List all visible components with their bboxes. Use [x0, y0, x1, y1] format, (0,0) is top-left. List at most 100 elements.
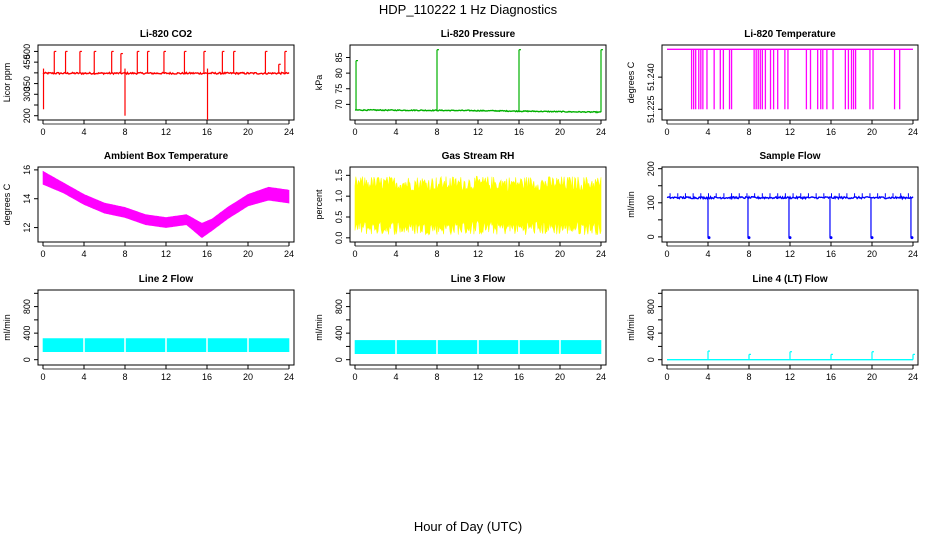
x-tick-label: 0 [664, 372, 669, 382]
data-series [666, 195, 914, 201]
x-tick-label: 12 [161, 249, 171, 259]
y-tick-label: 51.225 [646, 96, 656, 124]
x-tick-label: 20 [867, 372, 877, 382]
panel-8: Line 3 Flow ml/min 0 4 8 12 16 20 24 0 400 800 [314, 274, 607, 382]
x-tick-label: 12 [785, 372, 795, 382]
y-tick-label: 0 [22, 357, 32, 362]
x-tick-label: 0 [664, 249, 669, 259]
data-dip-point [870, 236, 874, 240]
x-tick-label: 12 [161, 127, 171, 137]
y-tick-label: 800 [646, 299, 656, 314]
x-tick-label: 20 [555, 127, 565, 137]
x-tick-label: 4 [393, 249, 398, 259]
data-band [42, 170, 290, 238]
plot-frame [37, 289, 295, 366]
y-axis-label: ml/min [2, 314, 12, 341]
panel-title: Line 4 (LT) Flow [752, 274, 828, 285]
panel-2: Li-820 Pressure kPa 0 4 8 12 16 20 24 70 75 80 85 [314, 29, 607, 137]
panel-title: Li-820 Temperature [744, 29, 836, 40]
y-axis-label: ml/min [314, 314, 324, 341]
plot-frame [349, 44, 607, 121]
x-tick-label: 4 [705, 249, 710, 259]
x-tick-label: 16 [202, 372, 212, 382]
x-tick-label: 24 [284, 249, 294, 259]
x-tick-label: 4 [81, 372, 86, 382]
panel-3: Li-820 Temperature degrees C 0 4 8 12 16 20 24 51… [626, 29, 919, 137]
x-tick-label: 8 [746, 249, 751, 259]
panel-title: Gas Stream RH [442, 151, 515, 162]
x-tick-label: 20 [243, 372, 253, 382]
y-tick-label: 1.5 [334, 169, 344, 182]
x-tick-label: 8 [122, 372, 127, 382]
x-tick-label: 8 [122, 127, 127, 137]
x-tick-label: 20 [555, 372, 565, 382]
y-tick-label: 100 [646, 195, 656, 210]
y-tick-label: 51.240 [646, 63, 656, 91]
y-axis-label: ml/min [626, 314, 636, 341]
x-tick-label: 8 [122, 249, 127, 259]
panel-title: Li-820 Pressure [441, 29, 516, 40]
x-tick-label: 16 [202, 249, 212, 259]
data-dip-point [747, 236, 751, 240]
x-tick-label: 24 [596, 127, 606, 137]
y-axis-label: kPa [314, 75, 324, 91]
x-tick-label: 16 [514, 372, 524, 382]
x-tick-label: 24 [596, 372, 606, 382]
x-tick-label: 16 [514, 249, 524, 259]
x-tick-label: 16 [826, 372, 836, 382]
x-tick-label: 4 [393, 127, 398, 137]
x-tick-label: 24 [284, 372, 294, 382]
x-tick-label: 12 [161, 372, 171, 382]
y-axis-label: percent [314, 189, 324, 220]
x-tick-label: 20 [555, 249, 565, 259]
panel-7: Line 2 Flow ml/min 0 4 8 12 16 20 24 0 400 800 [2, 274, 295, 382]
y-tick-label: 80 [334, 68, 344, 78]
x-tick-label: 8 [746, 372, 751, 382]
y-tick-label: 450 [22, 55, 32, 70]
y-tick-label: 500 [22, 44, 32, 59]
x-tick-label: 0 [40, 127, 45, 137]
x-tick-label: 12 [473, 127, 483, 137]
figure-xlabel: Hour of Day (UTC) [413, 519, 523, 534]
plot-frame [661, 166, 919, 243]
figure-title: HDP_110222 1 Hz Diagnostics [378, 2, 558, 17]
plot-frame [37, 166, 295, 243]
x-tick-label: 8 [434, 372, 439, 382]
panel-6: Sample Flow ml/min 0 4 8 12 16 20 24 0 100 200 [626, 151, 919, 259]
y-tick-label: 1.0 [334, 190, 344, 203]
y-tick-label: 14 [22, 194, 32, 204]
x-tick-label: 8 [434, 127, 439, 137]
x-tick-label: 4 [705, 127, 710, 137]
x-tick-label: 16 [202, 127, 212, 137]
y-tick-label: 800 [22, 299, 32, 314]
y-tick-label: 200 [646, 161, 656, 176]
panel-title: Line 3 Flow [451, 274, 506, 285]
data-dip-point [829, 236, 833, 240]
y-tick-label: 0.0 [334, 232, 344, 245]
panel-5: Gas Stream RH percent 0 4 8 12 16 20 24 0.0 0.5 1.0… [314, 151, 607, 259]
x-tick-label: 4 [81, 127, 86, 137]
panel-9: Line 4 (LT) Flow ml/min 0 4 8 12 16 20 24 0 400 800 [626, 274, 919, 382]
x-tick-label: 24 [908, 249, 918, 259]
x-tick-label: 24 [284, 127, 294, 137]
y-tick-label: 70 [334, 99, 344, 109]
data-band [354, 175, 602, 236]
x-tick-label: 0 [352, 127, 357, 137]
x-tick-label: 12 [785, 249, 795, 259]
x-tick-label: 0 [352, 372, 357, 382]
data-dip-point [707, 236, 711, 240]
y-axis-label: degrees C [626, 61, 636, 103]
y-tick-label: 300 [22, 87, 32, 102]
y-tick-label: 75 [334, 84, 344, 94]
x-tick-label: 24 [596, 249, 606, 259]
x-tick-label: 12 [785, 127, 795, 137]
x-tick-label: 0 [40, 249, 45, 259]
y-tick-label: 400 [22, 326, 32, 341]
x-tick-label: 24 [908, 127, 918, 137]
data-dip-point [788, 236, 792, 240]
x-tick-label: 20 [243, 249, 253, 259]
y-axis-label: Licor ppm [2, 63, 12, 103]
x-tick-label: 4 [705, 372, 710, 382]
x-tick-label: 8 [434, 249, 439, 259]
